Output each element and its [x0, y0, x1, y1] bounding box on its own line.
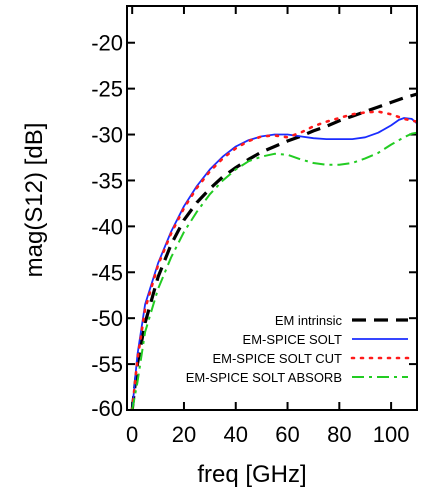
legend-label: EM-SPICE SOLT ABSORB [186, 370, 342, 385]
x-axis-ticks: 0 20 40 60 80 100 [126, 6, 409, 447]
x-tick-label: 20 [172, 422, 196, 447]
plot-frame [126, 5, 418, 411]
legend-label: EM intrinsic [275, 313, 343, 328]
legend-label: EM-SPICE SOLT CUT [212, 351, 342, 366]
series-line-3 [130, 110, 417, 410]
series-line-2 [131, 117, 417, 410]
x-tick-label: 40 [224, 422, 248, 447]
y-tick-label: -60 [91, 396, 123, 421]
legend-label: EM-SPICE SOLT [243, 332, 343, 347]
y-tick-label: -30 [91, 123, 123, 148]
x-tick-label: 100 [373, 422, 410, 447]
y-axis-ticks: -20 -25 -30 -35 -40 -45 -50 -55 -60 [91, 31, 417, 421]
y-tick-label: -50 [91, 306, 123, 331]
x-tick-label: 0 [126, 422, 138, 447]
series-line-1 [130, 92, 417, 410]
x-tick-label: 80 [327, 422, 351, 447]
y-tick-label: -45 [91, 260, 123, 285]
y-tick-label: -20 [91, 31, 123, 56]
x-tick-label: 60 [275, 422, 299, 447]
y-tick-label: -40 [91, 214, 123, 239]
y-axis-title: mag(S12) [dB] [21, 123, 48, 278]
y-tick-label: -55 [91, 352, 123, 377]
x-axis-title: freq [GHz] [197, 461, 306, 488]
legend: EM intrinsic EM-SPICE SOLT EM-SPICE SOLT C… [186, 313, 410, 385]
plot-area-series [130, 92, 417, 410]
y-tick-label: -35 [91, 168, 123, 193]
y-tick-label: -25 [91, 77, 123, 102]
series-line-4 [131, 131, 417, 410]
